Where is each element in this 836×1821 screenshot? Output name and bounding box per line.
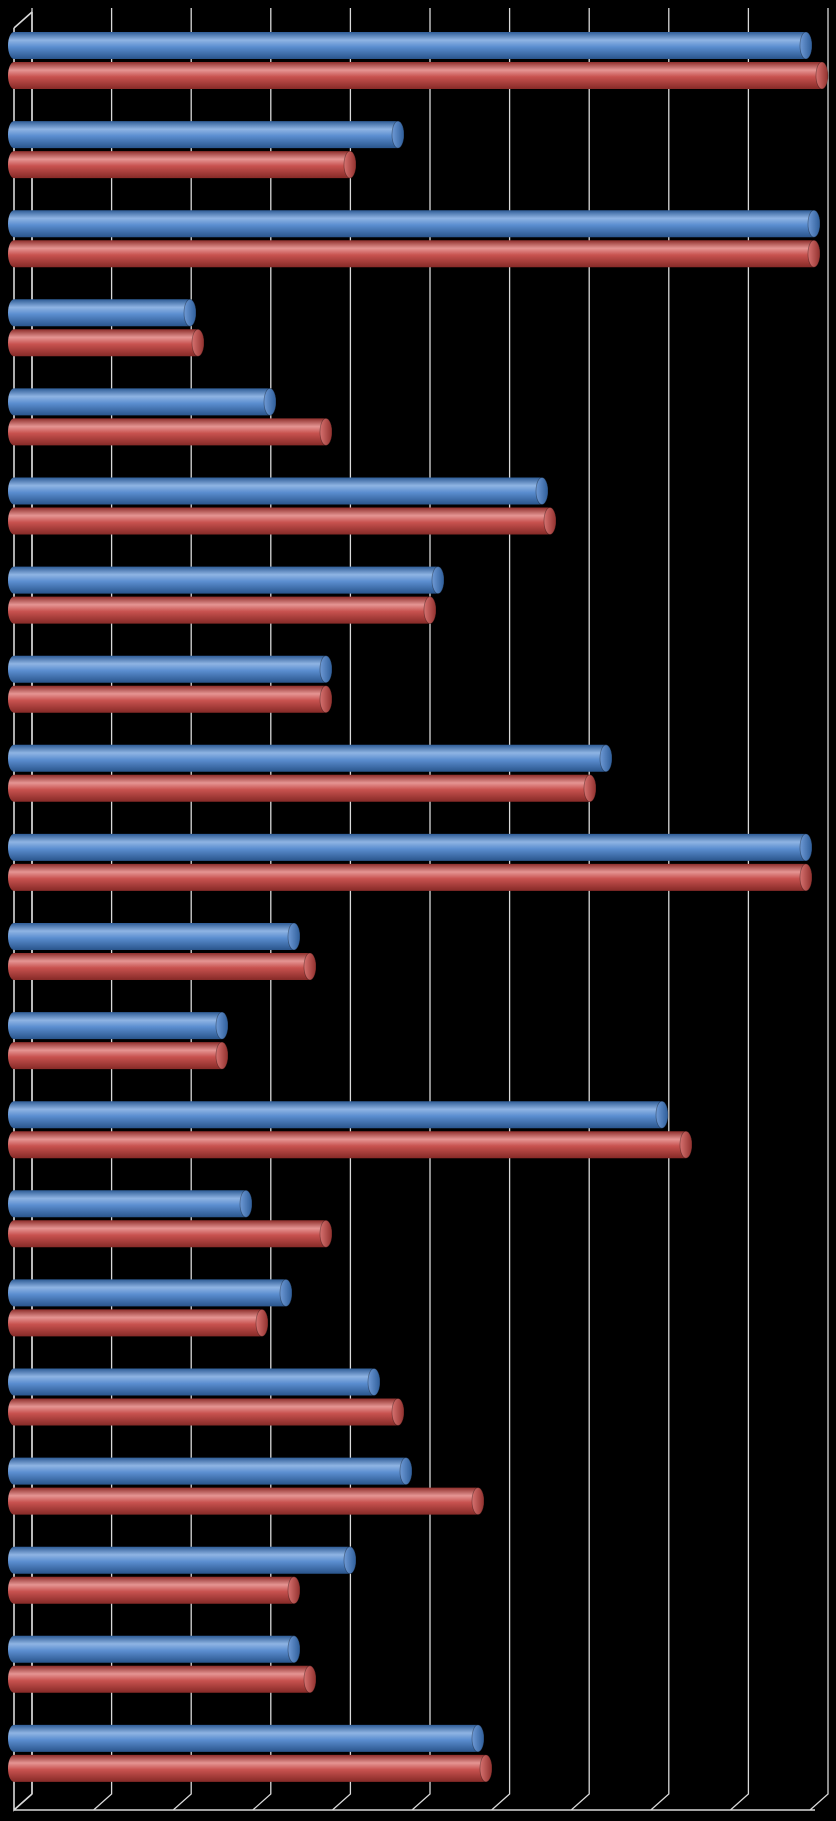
bar-series-1: [8, 298, 197, 327]
bar-series-2: [8, 417, 333, 446]
bar-series-2: [8, 1487, 485, 1515]
bar-series-1: [8, 566, 445, 594]
gridline: [172, 8, 192, 1811]
bar-series-2: [8, 1041, 229, 1070]
bar-series-2: [8, 328, 205, 357]
chart-wall: [13, 11, 33, 1812]
gridline: [252, 8, 272, 1811]
bar-series-1: [8, 1189, 253, 1218]
bar-series-1: [8, 922, 301, 951]
bar-series-2: [8, 863, 813, 892]
gridline: [13, 8, 33, 1811]
bar-series-1: [8, 387, 277, 416]
bar-series-2: [8, 1754, 493, 1783]
bar-series-1: [8, 31, 813, 60]
bar-series-1: [8, 209, 821, 238]
bar-series-2: [8, 150, 357, 179]
bar-series-2: [8, 774, 597, 803]
gridline: [729, 8, 750, 1811]
bar-series-1: [8, 1546, 357, 1575]
gridline: [93, 8, 113, 1811]
bars: [7, 31, 829, 1783]
bar-series-2: [8, 61, 829, 90]
bar-series-2: [8, 952, 317, 981]
bar-series-1: [8, 1368, 381, 1396]
bar-series-2: [8, 1130, 693, 1159]
bar-series-1: [8, 1457, 413, 1485]
bar-series-2: [8, 685, 333, 714]
bar-series-2: [8, 1309, 269, 1337]
gridline: [809, 8, 829, 1811]
gridline: [331, 8, 352, 1811]
gridline: [491, 8, 511, 1811]
bar-series-1: [8, 477, 549, 505]
bar-series-1: [7, 120, 405, 149]
bar-series-2: [8, 1665, 317, 1694]
gridline: [650, 8, 670, 1811]
bar-series-1: [8, 1635, 301, 1664]
gridline: [570, 8, 590, 1811]
bar-series-1: [8, 1011, 229, 1040]
gridlines: [13, 8, 829, 1812]
bar-series-2: [8, 507, 557, 535]
bar-series-1: [8, 1279, 293, 1307]
bar-series-2: [8, 596, 437, 624]
bar-series-2: [7, 239, 821, 268]
bar-series-1: [8, 833, 813, 862]
bar-series-1: [8, 1724, 485, 1753]
bar-series-1: [8, 655, 333, 684]
bar-series-2: [8, 1219, 333, 1248]
bar-series-2: [8, 1576, 301, 1605]
gridline: [411, 8, 431, 1811]
bar-series-1: [8, 1100, 669, 1129]
bar-series-2: [8, 1398, 405, 1426]
bar-series-1: [8, 744, 613, 773]
